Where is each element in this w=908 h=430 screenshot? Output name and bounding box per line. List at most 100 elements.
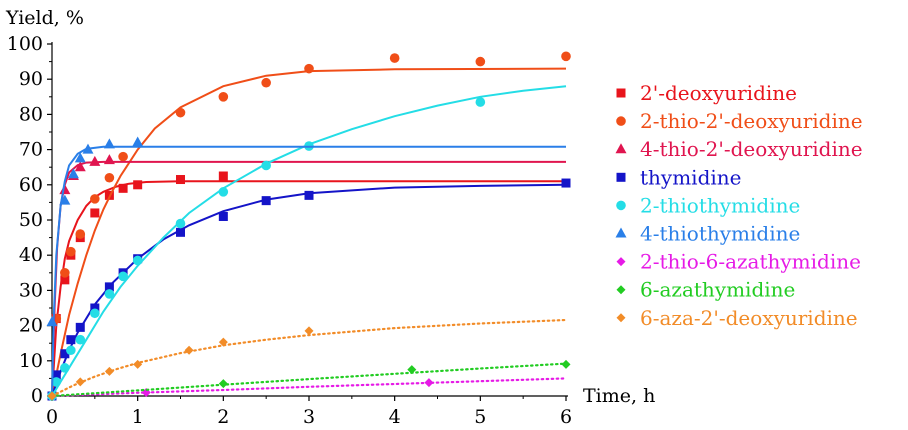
data-point-thymidine — [304, 190, 314, 200]
series-fit-2-thio-2-deoxyuridine — [51, 67, 567, 397]
data-point-2-deoxyuridine — [118, 183, 128, 193]
legend-entry-label: 2-thiothymidine — [640, 193, 800, 217]
data-point-6-aza-2-deoxyuridine — [75, 377, 85, 387]
series-fit-6-azathymidine — [50, 362, 568, 398]
legend-marker — [615, 227, 627, 238]
legend-entry-label: thymidine — [640, 165, 742, 189]
data-point-thymidine — [66, 335, 76, 345]
data-point-2-thio-2-deoxyuridine — [90, 194, 100, 204]
legend-entry-label: 4-thio-2'-deoxyuridine — [640, 137, 863, 161]
data-point-4-thiothymidine — [74, 152, 86, 163]
data-point-thymidine — [60, 349, 70, 359]
data-point-2-thio-6-azathymidine — [424, 378, 434, 388]
data-point-6-aza-2-deoxyuridine — [184, 345, 194, 355]
x-tick-label: 3 — [303, 406, 315, 428]
legend-marker — [616, 200, 626, 211]
data-point-thymidine — [561, 178, 571, 188]
data-point-2-thiothymidine — [104, 289, 115, 299]
data-point-thymidine — [75, 322, 85, 332]
series-fit-2-thio-6-azathymidine — [50, 377, 568, 398]
data-point-2-thio-2-deoxyuridine — [304, 63, 314, 74]
x-tick-label: 1 — [132, 406, 144, 428]
legend-marker — [616, 172, 626, 182]
x-axis-label: Time, h — [583, 385, 655, 407]
series-fit-thymidine — [51, 183, 567, 397]
data-point-2-thio-2-deoxyuridine — [66, 246, 76, 257]
series-fit-2-deoxyuridine — [51, 180, 566, 397]
data-point-2-thiothymidine — [60, 363, 70, 373]
data-point-6-aza-2-deoxyuridine — [104, 366, 114, 376]
data-point-4-thio-2-deoxyuridine — [103, 154, 115, 165]
y-tick-label: 50 — [19, 209, 43, 231]
y-tick-label: 30 — [19, 279, 43, 301]
data-point-2-deoxyuridine — [90, 208, 100, 218]
y-tick-label: 100 — [7, 33, 43, 55]
y-tick-label: 20 — [19, 315, 43, 337]
data-point-thymidine — [218, 211, 228, 221]
data-point-2-thio-2-deoxyuridine — [104, 172, 115, 183]
data-point-2-thio-2-deoxyuridine — [175, 107, 186, 118]
series-fit-2-thiothymidine — [51, 85, 567, 397]
y-tick-label: 70 — [19, 139, 43, 161]
legend-entry-label: 6-azathymidine — [640, 278, 795, 302]
series-fit-6-aza-2-deoxyuridine — [50, 318, 568, 398]
data-point-4-thiothymidine — [59, 194, 71, 205]
data-point-2-thio-2-deoxyuridine — [561, 51, 571, 62]
data-point-2-deoxyuridine — [218, 171, 228, 181]
data-point-6-aza-2-deoxyuridine — [218, 337, 228, 347]
data-point-2-thio-2-deoxyuridine — [60, 268, 70, 278]
data-point-thymidine — [90, 303, 100, 313]
data-point-thymidine — [261, 196, 271, 206]
x-tick-label: 6 — [560, 406, 572, 428]
data-point-2-thio-2-deoxyuridine — [261, 77, 271, 88]
y-tick-label: 90 — [19, 68, 43, 90]
legend-marker — [616, 116, 626, 126]
chart-legend: 2'-deoxyuridine 2-thio-2'-deoxyuridine 4-t… — [615, 81, 863, 330]
legend-marker — [615, 143, 627, 154]
data-point-thymidine — [51, 370, 61, 380]
data-point-2-deoxyuridine — [60, 275, 70, 285]
legend-marker — [616, 257, 626, 267]
data-point-2-thiothymidine — [261, 160, 271, 171]
series-fit-4-thiothymidine — [51, 145, 566, 397]
data-point-6-azathymidine — [561, 359, 571, 369]
legend-entry-label: 6-aza-2'-deoxyuridine — [640, 306, 858, 330]
data-point-4-thio-2-deoxyuridine — [89, 155, 101, 166]
data-point-2-thio-2-deoxyuridine — [389, 53, 400, 63]
data-point-2-thiothymidine — [475, 97, 486, 107]
data-point-2-thiothymidine — [66, 345, 76, 356]
data-point-6-azathymidine — [218, 379, 228, 389]
chart-axes: 0 10 20 30 40 50 60 70 80 90 100 0 1 2 3 4 5 6 — [7, 33, 572, 428]
legend-marker — [616, 285, 626, 295]
data-point-2-thiothymidine — [51, 377, 62, 387]
y-tick-label: 40 — [19, 244, 43, 266]
data-point-2-deoxyuridine — [133, 180, 143, 190]
data-point-4-thiothymidine — [67, 168, 79, 179]
y-tick-label: 10 — [19, 350, 43, 372]
data-point-6-aza-2-deoxyuridine — [47, 391, 57, 401]
plot-area — [46, 51, 571, 401]
data-point-thymidine — [104, 282, 114, 292]
data-point-2-thio-2-deoxyuridine — [218, 92, 229, 102]
legend-entry-label: 2'-deoxyuridine — [640, 81, 797, 105]
y-tick-label: 80 — [19, 103, 43, 125]
data-point-4-thiothymidine — [46, 316, 58, 327]
data-point-2-thio-2-deoxyuridine — [118, 151, 128, 162]
data-point-6-azathymidine — [407, 365, 417, 375]
data-point-2-thiothymidine — [175, 218, 186, 229]
y-axis-label: Yield, % — [5, 7, 84, 29]
data-point-2-thiothymidine — [132, 255, 143, 266]
legend-marker — [616, 88, 626, 98]
y-tick-label: 0 — [31, 385, 43, 407]
data-point-4-thio-2-deoxyuridine — [74, 161, 86, 172]
data-point-4-thiothymidine — [103, 138, 115, 149]
data-point-2-thio-2-deoxyuridine — [75, 229, 86, 239]
data-point-2-thiothymidine — [90, 308, 100, 319]
data-point-2-thiothymidine — [75, 334, 86, 345]
data-point-thymidine — [176, 227, 185, 237]
legend-entry-label: 2-thio-2'-deoxyuridine — [640, 109, 863, 133]
data-point-6-aza-2-deoxyuridine — [304, 326, 314, 336]
data-point-2-thiothymidine — [218, 187, 229, 197]
x-tick-label: 4 — [389, 406, 401, 428]
